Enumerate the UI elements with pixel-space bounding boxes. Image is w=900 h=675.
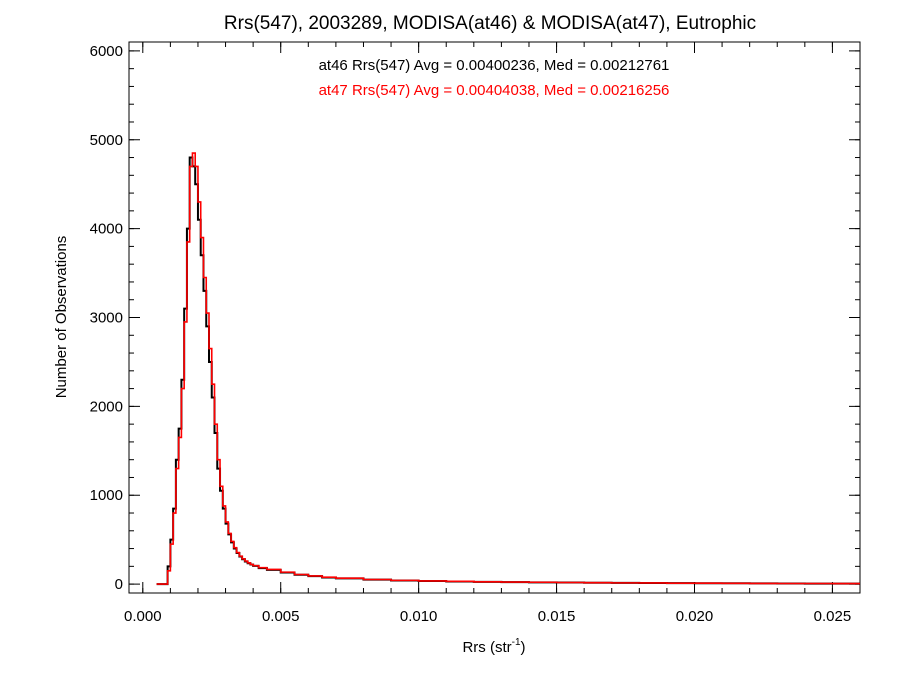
x-tick-label: 0.025 [814, 608, 852, 625]
y-tick-label: 0 [115, 576, 123, 593]
y-tick-label: 2000 [90, 398, 123, 415]
x-axis-label-superscript: -1 [512, 637, 521, 648]
y-tick-label: 5000 [90, 132, 123, 149]
x-tick-label: 0.020 [676, 608, 714, 625]
plot-frame [128, 41, 861, 594]
chart-title: Rrs(547), 2003289, MODISA(at46) & MODISA… [224, 13, 756, 34]
x-tick-label: 0.005 [262, 608, 300, 625]
y-tick-label: 3000 [90, 310, 123, 327]
x-axis-label-close: ) [521, 639, 526, 656]
series-at46-line [156, 156, 860, 586]
x-tick-label: 0.010 [400, 608, 438, 625]
legend-entry-at46: at46 Rrs(547) Avg = 0.00400236, Med = 0.… [319, 57, 670, 74]
series-layer [156, 152, 860, 586]
y-tick-label: 4000 [90, 221, 123, 238]
y-axis-label: Number of Observations [53, 236, 70, 399]
x-tick-label: 0.015 [538, 608, 576, 625]
y-axis: 0 1000 2000 3000 4000 5000 6000 [90, 43, 860, 593]
legend-entry-at47: at47 Rrs(547) Avg = 0.00404038, Med = 0.… [319, 82, 670, 99]
y-tick-label: 6000 [90, 43, 123, 60]
x-axis-label-text: Rrs (str [462, 639, 511, 656]
x-axis-label: Rrs (str-1) [462, 637, 525, 656]
x-tick-label: 0.000 [124, 608, 162, 625]
x-axis: 0.000 0.005 0.010 0.015 0.020 0.025 [124, 42, 861, 625]
series-at47-line [156, 152, 860, 585]
y-tick-label: 1000 [90, 487, 123, 504]
